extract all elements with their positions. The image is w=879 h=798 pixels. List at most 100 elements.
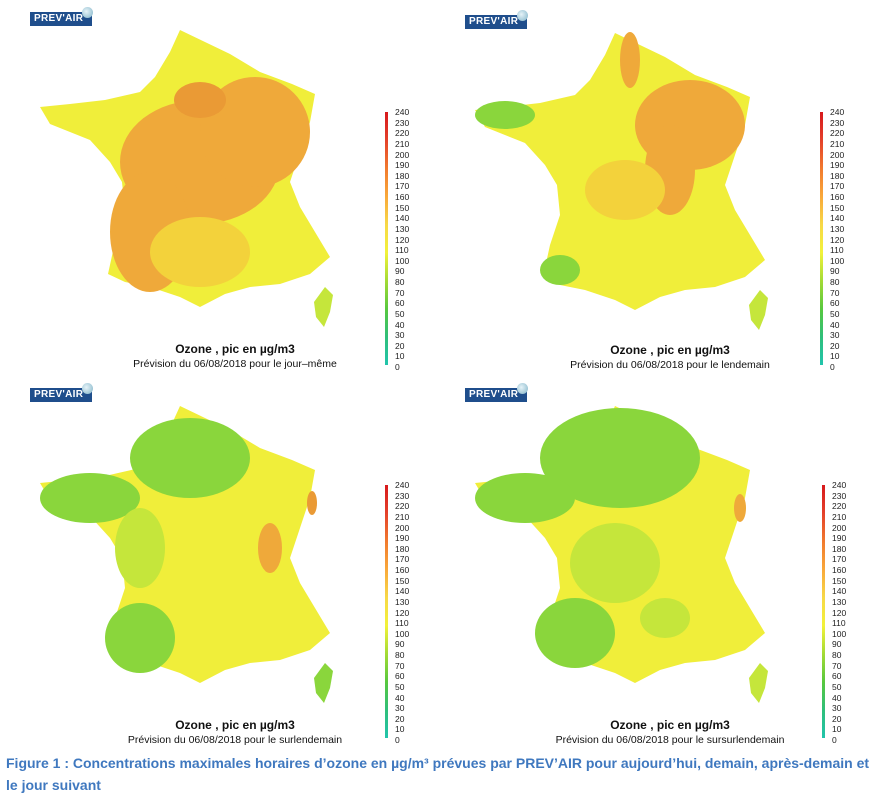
zone-alsace — [734, 494, 746, 522]
colorbar-tick: 200 — [830, 149, 845, 160]
colorbar-tick: 160 — [830, 192, 845, 202]
colorbar-tick: 120 — [830, 234, 845, 245]
colorbar-tick: 210 — [832, 511, 847, 522]
colorbar-tick: 220 — [832, 501, 847, 512]
colorbar-tick: 60 — [832, 671, 842, 682]
ozone-zones — [475, 408, 746, 668]
colorbar-tick: 240 — [830, 107, 845, 117]
colorbar-tick: 170 — [830, 181, 845, 192]
forecast-panel-day-after: PREV'AIR 240 230 220 210 200 190 180 170 160 150 1… — [30, 383, 460, 760]
forecast-panel-today: PREV'AIR 240 230 220 210 200 190 180 170 160 150 1… — [30, 7, 460, 384]
zone-north — [130, 418, 250, 498]
ozone-zones — [110, 77, 310, 292]
map-subtitle: Prévision du 06/08/2018 pour le surlende… — [127, 734, 343, 746]
france-mainland — [40, 406, 330, 683]
colorbar-tick: 210 — [395, 138, 410, 149]
colorbar-tick: 30 — [395, 330, 405, 341]
colorbar-tick: 100 — [395, 628, 410, 639]
colorbar-tick: 0 — [830, 362, 835, 372]
colorbar-tick: 80 — [832, 650, 842, 660]
prevair-logo: PREV'AIR — [465, 10, 528, 29]
zone-center-west — [115, 508, 165, 588]
colorbar-tick: 60 — [395, 671, 405, 682]
colorbar-tick: 120 — [832, 607, 847, 618]
corsica-island — [314, 287, 333, 327]
forecast-panel-following-day: PREV'AIR 240 230 220 210 200 190 180 170 160 150 1… — [465, 383, 879, 760]
colorbar-tick: 120 — [395, 607, 410, 618]
colorbar-tick: 190 — [395, 533, 410, 544]
colorbar-tick: 190 — [830, 160, 845, 171]
zone-west — [40, 473, 140, 523]
colorbar-tick: 60 — [830, 298, 840, 309]
map-subtitle: Prévision du 06/08/2018 pour le sursurle… — [555, 734, 785, 746]
colorbar-tick: 100 — [830, 255, 845, 266]
map-title: Ozone , pic en µg/m3 — [610, 343, 730, 357]
ozone-map-tomorrow — [475, 32, 768, 330]
zone-west — [475, 473, 575, 523]
colorbar-tick: 170 — [395, 554, 410, 565]
colorbar-tick: 130 — [395, 223, 410, 234]
colorbar-tick: 50 — [395, 681, 405, 692]
colorbar-tick: 50 — [832, 681, 842, 692]
colorbar — [820, 112, 823, 365]
colorbar-tick: 150 — [832, 575, 847, 586]
colorbar-tick: 240 — [395, 480, 410, 490]
figure-caption: Figure 1 : Concentrations maximales hora… — [6, 755, 870, 793]
colorbar-tick: 220 — [395, 128, 410, 139]
colorbar-tick: 50 — [395, 308, 405, 319]
colorbar-tick: 140 — [832, 586, 847, 597]
zone-center — [585, 160, 665, 220]
colorbar-tick: 90 — [395, 266, 405, 277]
colorbar-tick: 180 — [395, 170, 410, 181]
colorbar-tick: 30 — [832, 703, 842, 714]
colorbar-tick: 150 — [395, 575, 410, 586]
colorbar-tick: 70 — [832, 660, 842, 671]
colorbar-tick: 10 — [830, 351, 840, 362]
colorbar-tick: 10 — [832, 724, 842, 735]
zone-north — [174, 82, 226, 118]
prevair-logo: PREV'AIR — [30, 7, 93, 26]
colorbar-tick: 60 — [395, 298, 405, 309]
colorbar-tick: 240 — [395, 107, 410, 117]
colorbar-tick: 80 — [830, 277, 840, 287]
corsica-island — [749, 290, 768, 330]
map-title: Ozone , pic en µg/m3 — [175, 342, 295, 356]
colorbar-tick: 170 — [832, 554, 847, 565]
zone-east — [200, 77, 310, 187]
colorbar-tick: 110 — [830, 245, 844, 256]
colorbar-tick: 150 — [830, 202, 845, 213]
zone-south — [150, 217, 250, 287]
colorbar-tick: 110 — [395, 245, 409, 256]
colorbar-tick: 110 — [395, 618, 409, 629]
colorbar-tick: 40 — [395, 319, 405, 330]
colorbar-tick: 30 — [395, 703, 405, 714]
colorbar-tick: 230 — [830, 117, 845, 128]
colorbar-tick: 0 — [832, 735, 837, 745]
colorbar-tick: 130 — [830, 223, 845, 234]
colorbar-tick: 30 — [830, 330, 840, 341]
colorbar-tick: 170 — [395, 181, 410, 192]
colorbar-tick: 70 — [830, 287, 840, 298]
colorbar-tick: 230 — [832, 490, 847, 501]
colorbar-tick: 20 — [395, 340, 405, 351]
ozone-map-day-after — [40, 406, 333, 703]
zone-north-streak — [620, 32, 640, 88]
colorbar — [385, 112, 388, 365]
colorbar-tick: 10 — [395, 724, 405, 735]
colorbar-tick: 80 — [395, 650, 405, 660]
colorbar-tick: 150 — [395, 202, 410, 213]
zone-north — [540, 408, 700, 508]
colorbar-tick: 210 — [830, 138, 845, 149]
zone-east — [258, 523, 282, 573]
colorbar-tick: 120 — [395, 234, 410, 245]
zone-alsace — [307, 491, 317, 515]
colorbar-tick: 190 — [832, 533, 847, 544]
corsica-island — [749, 663, 768, 703]
colorbar-tick: 110 — [832, 618, 846, 629]
corsica-island — [314, 663, 333, 703]
colorbar-tick: 160 — [395, 192, 410, 202]
colorbar-tick: 40 — [832, 692, 842, 703]
map-subtitle: Prévision du 06/08/2018 pour le jour–mêm… — [133, 358, 337, 370]
zone-brittany — [475, 101, 535, 129]
colorbar-tick: 200 — [395, 149, 410, 160]
